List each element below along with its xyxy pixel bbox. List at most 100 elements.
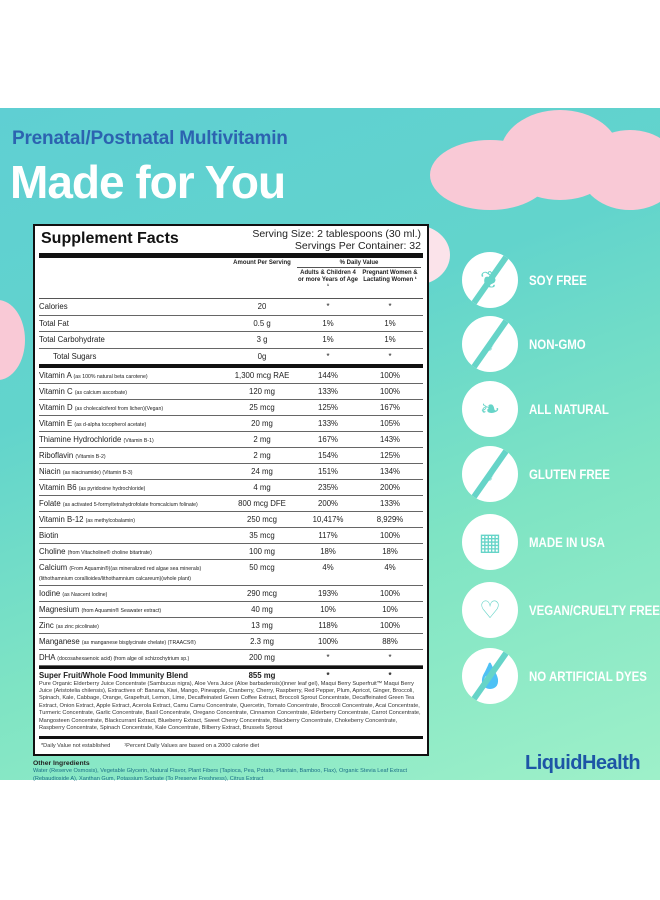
dv-adults: 151% — [318, 466, 338, 476]
nutrient-label: Thiamine Hydrochloride — [39, 434, 122, 444]
nutrient-source: (from Aquamin® Seawater extract) — [81, 607, 162, 614]
nutrient-source: (as manganese bisglycinate chelate) (TRA… — [81, 639, 196, 646]
nutrient-name: Vitamin B-12 (as methylcobalamin) — [39, 515, 227, 525]
usa-map-icon: ▦ — [462, 514, 518, 570]
badge-label: MADE IN USA — [529, 534, 605, 550]
nutrient-row: Vitamin B6 (as pyridoxine hydrochloride)… — [39, 480, 423, 496]
nutrient-amount: 2 mg — [253, 450, 271, 460]
nutrient-label: Vitamin A — [39, 370, 72, 380]
nutrient-source: (From Aquamin®)(as mineralized red algae… — [39, 565, 202, 582]
dv-adults: * — [326, 351, 330, 361]
dv-adults: * — [326, 652, 330, 662]
nutrient-amount: 2 mg — [253, 434, 271, 444]
dv-pregnant: 100% — [380, 530, 400, 540]
nutrient-row: Vitamin A (as 100% natural beta carotene… — [39, 368, 423, 384]
grain-slash-icon: ⸙ — [462, 446, 518, 502]
nutrient-name: Vitamin B6 (as pyridoxine hydrochloride) — [39, 483, 227, 493]
nutrient-label: Niacin — [39, 466, 61, 476]
nutrient-label: Vitamin B6 — [39, 482, 77, 492]
nutrient-amount: 3 g — [256, 335, 268, 344]
dv-pregnant: 105% — [380, 418, 400, 428]
nutrient-label: Calcium — [39, 562, 68, 572]
nutrient-label: Total Sugars — [53, 351, 97, 361]
nutrient-source: (Vitamin B-1) — [123, 437, 154, 444]
nutrient-row: Vitamin B-12 (as methylcobalamin) 250 mcg… — [39, 512, 423, 528]
nutrient-source: (docosahexaenoic acid) (from alge oil sc… — [57, 655, 190, 662]
dv-adults: 10,417% — [312, 514, 344, 524]
nutrient-label: Vitamin B-12 — [39, 514, 84, 524]
blend-name: Super Fruit/Whole Food Immunity Blend — [39, 670, 189, 680]
nutrient-amount: 20 — [257, 302, 267, 311]
badge-label: SOY FREE — [529, 272, 587, 288]
nutrient-name: DHA (docosahexaenoic acid) (from alge oi… — [39, 653, 227, 663]
nutrient-source: (Vitamin B-2) — [75, 453, 106, 460]
nutrient-name: Folate (as activated 5-formyltetrahydrof… — [39, 499, 227, 509]
nutrient-row: Choline (from Vitacholine® choline bitar… — [39, 544, 423, 560]
nutrient-amount: 250 mcg — [247, 514, 277, 524]
immunity-blend: Super Fruit/Whole Food Immunity Blend 85… — [39, 669, 423, 737]
other-ingredients-title: Other Ingredients — [33, 760, 90, 768]
nutrient-label: Vitamin E — [39, 418, 73, 428]
nutrient-source: (as methylcobalamin) — [85, 517, 135, 524]
nutrient-amount: 25 mcg — [249, 402, 275, 412]
dv-pregnant: 88% — [382, 636, 398, 646]
nutrient-label: Vitamin C — [39, 386, 73, 396]
badge: ❦ SOY FREE — [462, 252, 660, 308]
dv-adults: 200% — [318, 498, 338, 508]
badge-glyph: ⸙ — [481, 331, 499, 359]
other-ingredients: Other Ingredients Water (Reserve Osmosis… — [33, 759, 433, 783]
nutrient-row: DHA (docosahexaenoic acid) (from alge oi… — [39, 650, 423, 666]
dv-adults: 118% — [318, 620, 338, 630]
divider — [39, 736, 423, 740]
nutrient-row: Vitamin E (as d-alpha tocopherol acetate… — [39, 416, 423, 432]
nutrient-source: (as Nascent Iodine) — [62, 591, 108, 598]
nutrient-name: Riboflavin (Vitamin B-2) — [39, 451, 227, 461]
badge-glyph: ❦ — [479, 266, 501, 294]
dv-pregnant: 200% — [380, 482, 400, 492]
badge-glyph: ⸙ — [481, 461, 499, 489]
nutrient-label: Iodine — [39, 588, 61, 598]
badge-label: ALL NATURAL — [529, 401, 609, 417]
dv-adults: 154% — [318, 450, 338, 460]
badge-glyph: 💧 — [475, 662, 505, 690]
badge-label: NON-GMO — [529, 336, 586, 352]
wheat-slash-icon: ⸙ — [462, 316, 518, 372]
nutrient-row: Riboflavin (Vitamin B-2) 2 mg 154% 125% — [39, 448, 423, 464]
dv-pregnant: 100% — [380, 386, 400, 396]
dv-pregnant: 100% — [380, 370, 400, 380]
nutrient-label: Biotin — [39, 530, 59, 540]
cloud — [580, 130, 660, 210]
nutrient-name: Vitamin D (as cholecalciferol from liche… — [39, 403, 227, 413]
dv-pregnant: 4% — [384, 562, 396, 572]
nutrient-amount: 24 mg — [251, 466, 273, 476]
nutrient-row: Vitamin C (as calcium ascorbate) 120 mg 13… — [39, 384, 423, 400]
dv-adults: 133% — [318, 386, 338, 396]
nutrient-source: (as zinc picolinate) — [55, 623, 99, 630]
footnotes: *Daily Value not established ¹Percent Da… — [39, 739, 423, 750]
drop-slash-icon: 💧 — [462, 648, 518, 704]
nutrient-amount: 35 mcg — [249, 530, 275, 540]
nutrient-name: Total Fat — [39, 319, 227, 329]
nutrient-source: (as niacinamide) (Vitamin B-3) — [62, 469, 133, 476]
brand-logo: LiquidHealth — [525, 752, 641, 774]
nutrient-name: Vitamin A (as 100% natural beta carotene… — [39, 371, 227, 381]
dv-adults: 1% — [322, 318, 334, 328]
servings-per-container: Servings Per Container: 32 — [294, 240, 421, 252]
badge-label: VEGAN/CRUELTY FREE — [529, 602, 660, 618]
pregnant-header: Pregnant Women & Lactating Women ¹ — [362, 270, 418, 283]
nutrient-amount: 2.3 mg — [250, 636, 274, 646]
nutrient-amount: 120 mg — [248, 386, 275, 396]
nutrient-amount: 20 mg — [251, 418, 273, 428]
badge: ▦ MADE IN USA — [462, 514, 660, 570]
nutrient-label: Total Carbohydrate — [39, 335, 105, 344]
dv-adults: 18% — [320, 546, 336, 556]
nutrient-amount: 200 mg — [248, 652, 275, 662]
dv-adults: 144% — [318, 370, 338, 380]
blend-amount: 855 mg — [248, 670, 276, 680]
nutrient-amount: 0g — [257, 351, 267, 361]
facts-column: Supplement Facts Serving Size: 2 tablesp… — [33, 224, 429, 783]
dv-pregnant: * — [388, 652, 392, 662]
dv-pregnant: 10% — [382, 604, 398, 614]
nutrient-source: (as calcium ascorbate) — [74, 389, 128, 396]
divider — [39, 664, 423, 669]
